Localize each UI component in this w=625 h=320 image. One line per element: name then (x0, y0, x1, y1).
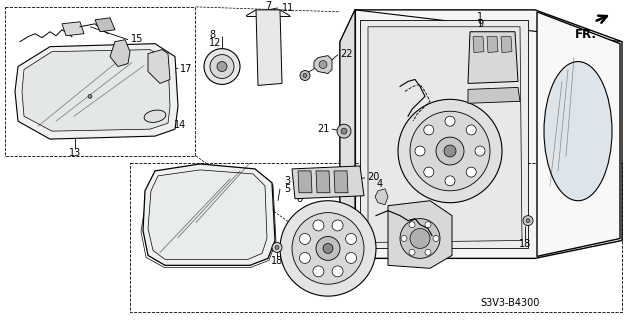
Circle shape (299, 234, 311, 244)
Polygon shape (298, 171, 312, 193)
Circle shape (204, 49, 240, 84)
Polygon shape (360, 20, 528, 248)
Text: 14: 14 (174, 120, 186, 130)
Circle shape (445, 176, 455, 186)
Circle shape (303, 74, 307, 77)
Polygon shape (256, 10, 282, 85)
Text: 20: 20 (367, 172, 379, 182)
Circle shape (401, 236, 407, 242)
Circle shape (424, 125, 434, 135)
Ellipse shape (544, 61, 612, 201)
Polygon shape (334, 171, 348, 193)
Text: 22: 22 (340, 49, 352, 59)
Polygon shape (148, 50, 170, 84)
Text: 15: 15 (131, 34, 143, 44)
Circle shape (445, 116, 455, 126)
Circle shape (409, 222, 415, 228)
Circle shape (337, 124, 351, 138)
Polygon shape (388, 201, 452, 268)
Circle shape (319, 60, 327, 68)
Circle shape (299, 252, 311, 263)
Circle shape (526, 219, 530, 223)
Circle shape (88, 94, 92, 98)
Polygon shape (368, 27, 522, 243)
Circle shape (280, 201, 376, 296)
Circle shape (300, 70, 310, 80)
Text: 12: 12 (209, 38, 221, 48)
Polygon shape (22, 50, 170, 131)
Circle shape (332, 266, 343, 277)
Polygon shape (375, 189, 388, 205)
Ellipse shape (144, 110, 166, 123)
Text: 11: 11 (282, 3, 294, 13)
Text: FR.: FR. (575, 28, 597, 41)
Circle shape (433, 236, 439, 242)
Text: 17: 17 (180, 63, 192, 74)
Circle shape (436, 137, 464, 165)
Text: 19: 19 (318, 62, 330, 73)
Circle shape (410, 228, 430, 248)
Polygon shape (316, 171, 330, 193)
Text: 4: 4 (377, 179, 383, 189)
Polygon shape (468, 87, 520, 103)
Text: 8: 8 (209, 30, 215, 40)
Text: 5: 5 (284, 184, 290, 194)
Circle shape (292, 213, 364, 284)
Circle shape (323, 244, 333, 253)
Polygon shape (468, 32, 518, 84)
Circle shape (332, 220, 343, 231)
Circle shape (275, 245, 279, 249)
Circle shape (272, 243, 282, 252)
Polygon shape (15, 44, 178, 139)
Circle shape (313, 220, 324, 231)
Circle shape (475, 146, 485, 156)
Circle shape (415, 146, 425, 156)
Circle shape (424, 167, 434, 177)
Polygon shape (292, 166, 364, 199)
Circle shape (444, 145, 456, 157)
Circle shape (316, 236, 340, 260)
Text: 13: 13 (69, 148, 81, 158)
Polygon shape (501, 37, 512, 52)
Circle shape (466, 167, 476, 177)
Polygon shape (340, 10, 622, 258)
Polygon shape (340, 10, 355, 258)
Text: 9: 9 (477, 19, 483, 29)
Circle shape (523, 216, 533, 226)
Circle shape (425, 249, 431, 255)
Circle shape (466, 125, 476, 135)
Polygon shape (110, 40, 130, 67)
Polygon shape (537, 12, 620, 256)
Circle shape (398, 99, 502, 203)
Text: 3: 3 (284, 176, 290, 186)
Circle shape (346, 252, 357, 263)
Text: 10: 10 (212, 182, 224, 192)
Circle shape (410, 111, 490, 191)
Circle shape (217, 61, 227, 71)
Polygon shape (487, 37, 498, 52)
Circle shape (400, 219, 440, 258)
Circle shape (210, 55, 234, 78)
Text: 7: 7 (265, 1, 271, 11)
Polygon shape (143, 164, 275, 265)
Text: 18: 18 (519, 239, 531, 250)
Polygon shape (62, 22, 84, 36)
Polygon shape (473, 37, 484, 52)
Text: 18: 18 (271, 256, 283, 266)
Polygon shape (314, 56, 332, 74)
Text: 6: 6 (296, 194, 302, 204)
Circle shape (409, 249, 415, 255)
Text: 16: 16 (139, 51, 151, 60)
Polygon shape (95, 18, 115, 32)
Circle shape (425, 222, 431, 228)
Text: S3V3-B4300: S3V3-B4300 (480, 298, 539, 308)
Circle shape (346, 234, 357, 244)
Text: 21: 21 (318, 124, 330, 134)
Text: 2: 2 (215, 174, 221, 184)
Circle shape (313, 266, 324, 277)
Polygon shape (148, 170, 267, 260)
Text: 1: 1 (477, 12, 483, 22)
Circle shape (341, 128, 347, 134)
